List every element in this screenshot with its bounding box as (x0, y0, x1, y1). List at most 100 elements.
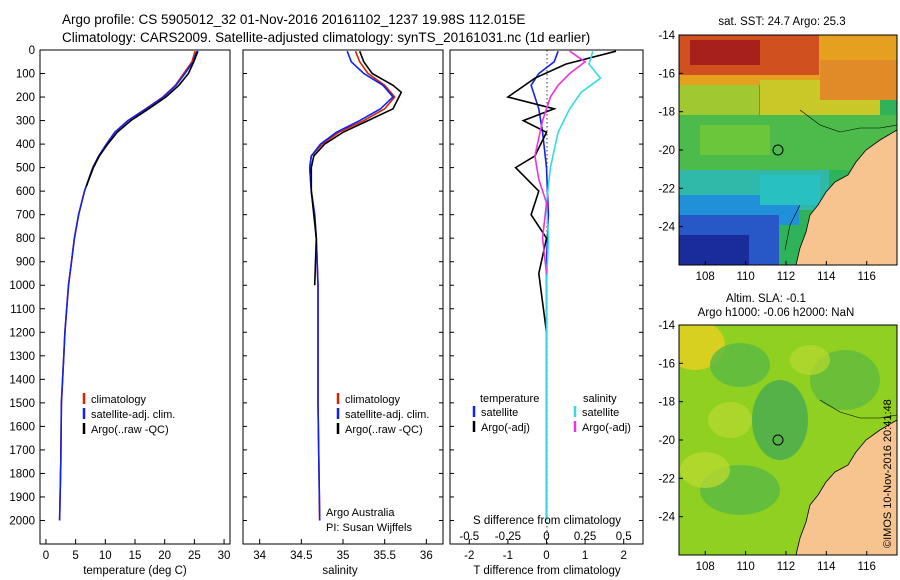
legend-t-argo: Argo(-adj) (481, 422, 530, 434)
legend-satellite-clim: satellite-adj. clim. (91, 409, 175, 421)
sst-field (679, 35, 897, 265)
x-tick-label: 25 (188, 550, 201, 562)
temperature-panel: 0100200300400500600700800900100011001200… (9, 45, 231, 577)
lon-tick-label: 110 (736, 561, 754, 573)
lat-tick-label: -18 (658, 397, 675, 409)
x-tick-label: 5 (72, 550, 78, 562)
difference-legend: temperature salinity satellite Argo(-adj… (472, 393, 631, 434)
depth-tick-label: 300 (16, 116, 35, 128)
series-line-argo-raw-qc- (310, 50, 403, 286)
x-tick-label: 34 (253, 550, 266, 562)
temperature-legend: climatology satellite-adj. clim. Argo(..… (82, 393, 175, 436)
series-line-t-argo-adj- (506, 50, 617, 333)
figure-title-line1: Argo profile: CS 5905012_32 01-Nov-2016 … (62, 12, 526, 27)
lat-tick-label: -20 (658, 145, 675, 157)
legend-argo: Argo(..raw -QC) (345, 424, 423, 436)
s-difference-xlabel: S difference from climatology (473, 515, 621, 527)
lon-tick-label: 112 (777, 271, 795, 283)
legend-s-argo: Argo(-adj) (582, 422, 631, 434)
sla-map-title-2: Argo h1000: -0.06 h2000: NaN (698, 307, 855, 319)
float-position-marker (772, 434, 784, 446)
x-tick-label: 35.5 (373, 550, 395, 562)
depth-tick-label: 2000 (9, 515, 35, 527)
depth-tick-label: 1900 (9, 492, 35, 504)
series-line-s-satellite (545, 50, 602, 521)
lat-tick-label: -24 (658, 222, 675, 234)
lat-tick-label: -24 (658, 512, 675, 524)
depth-tick-label: 600 (16, 186, 35, 198)
legend-s-satellite: satellite (582, 407, 619, 419)
lat-tick-label: -16 (658, 358, 675, 370)
lat-tick-label: -14 (658, 320, 675, 332)
lat-tick-label: -20 (658, 435, 675, 447)
sst-map: sat. SST: 24.7 Argo: 25.3 (658, 16, 898, 283)
x-tick-label: 34.5 (290, 550, 312, 562)
legend-climatology: climatology (345, 394, 401, 406)
lat-tick-label: -18 (658, 107, 675, 119)
s-tick-label: 0.5 (616, 531, 632, 543)
salinity-depth-ticks (243, 49, 443, 521)
imos-credit: ©IMOS 10-Nov-2016 20:41:48 (882, 399, 894, 548)
depth-tick-label: 1700 (9, 445, 35, 457)
s-difference-x-axis: -0.5 -0.25 0 0.25 0.5 (459, 531, 631, 543)
sla-map-axes: 108 110 112 114 116 -14 -16 -18 -20 -22 -24 (658, 320, 876, 573)
difference-panel: -2 -1 0 1 2 -0.5 -0.25 0 0.25 0.5 S difference f… (449, 49, 644, 577)
depth-tick-label: 1500 (9, 398, 35, 410)
sla-map: Altim. SLA: -0.1 Argo h1000: -0.06 h2000… (658, 293, 898, 573)
lon-tick-label: 116 (858, 271, 876, 283)
x-tick-label: 15 (129, 550, 142, 562)
temperature-xlabel: temperature (deg C) (83, 565, 187, 577)
temperature-series (58, 50, 199, 521)
depth-tick-label: 700 (16, 210, 35, 222)
x-tick-label: -1 (503, 550, 513, 562)
lon-tick-label: 110 (736, 271, 754, 283)
float-position-marker (772, 144, 784, 156)
lon-tick-label: 114 (817, 561, 836, 573)
sla-field (679, 325, 897, 555)
salinity-axes-frame (242, 49, 444, 545)
lon-tick-label: 108 (696, 561, 715, 573)
lat-tick-label: -22 (658, 183, 675, 195)
legend-climatology: climatology (91, 394, 147, 406)
salinity-xlabel: salinity (322, 565, 357, 577)
legend-title-salinity: salinity (583, 393, 617, 405)
depth-tick-label: 200 (16, 92, 35, 104)
coastline (795, 419, 897, 555)
s-tick-label: -0.25 (495, 531, 521, 543)
x-tick-label: 1 (582, 550, 588, 562)
lat-tick-label: -22 (658, 473, 675, 485)
pi-name-label: PI: Susan Wijffels (326, 522, 412, 534)
difference-depth-ticks (450, 49, 643, 521)
figure-title-line2: Climatology: CARS2009. Satellite-adjuste… (62, 30, 591, 45)
lon-tick-label: 116 (858, 561, 876, 573)
depth-tick-label: 1400 (9, 374, 35, 386)
sst-map-title: sat. SST: 24.7 Argo: 25.3 (718, 16, 845, 28)
temperature-axes-frame (39, 49, 231, 545)
coastline (795, 129, 897, 265)
depth-tick-label: 1000 (9, 280, 35, 292)
difference-series (506, 50, 617, 521)
argo-australia-label: Argo Australia (326, 507, 395, 519)
lon-tick-label: 108 (696, 271, 715, 283)
series-line-satellite-adj-clim- (58, 50, 198, 521)
sla-map-title-1: Altim. SLA: -0.1 (726, 293, 806, 305)
x-tick-label: 10 (99, 550, 112, 562)
depth-tick-label: 1200 (9, 327, 35, 339)
depth-tick-label: 1800 (9, 468, 35, 480)
x-tick-label: 0 (43, 550, 49, 562)
legend-t-satellite: satellite (481, 407, 518, 419)
series-line-satellite-adj-clim- (308, 50, 395, 521)
s-tick-label: 0 (543, 531, 549, 543)
x-tick-label: 2 (620, 550, 626, 562)
sst-map-axes: 108 110 112 114 116 -14 -16 -18 -20 -22 -24 (658, 30, 876, 283)
x-tick-label: 30 (218, 550, 231, 562)
legend-title-temperature: temperature (480, 393, 539, 405)
t-difference-x-axis: -2 -1 0 1 2 (464, 539, 627, 562)
legend-argo: Argo(..raw -QC) (91, 424, 169, 436)
depth-tick-label: 900 (16, 257, 35, 269)
x-tick-label: -2 (464, 550, 474, 562)
legend-satellite-clim: satellite-adj. clim. (345, 409, 429, 421)
lat-tick-label: -14 (658, 30, 675, 42)
x-tick-label: 0 (543, 550, 549, 562)
